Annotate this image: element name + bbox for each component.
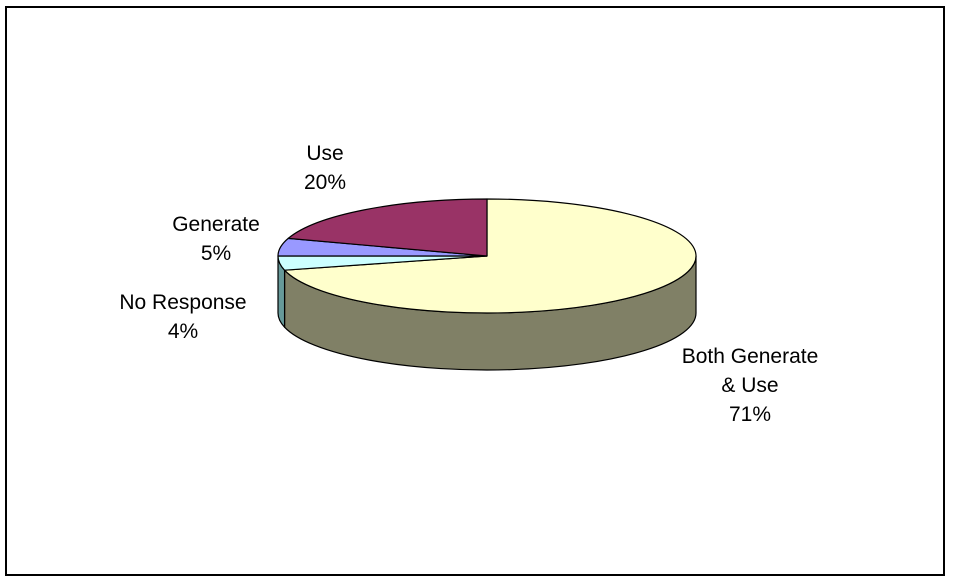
- chart-frame: Both Generate & Use 71% No Response 4% Genera…: [5, 6, 945, 576]
- slice-name-label: No Response: [119, 291, 246, 314]
- slice-percent-label: 5%: [201, 242, 231, 265]
- slice-label-use: Use 20%: [304, 142, 346, 194]
- pie-labels: Both Generate & Use 71% No Response 4% Genera…: [119, 142, 818, 426]
- pie-slice-use: [287, 198, 488, 257]
- slice-percent-label: 71%: [729, 403, 771, 426]
- pie-slice-both-generate-use: [283, 198, 697, 314]
- slice-label-generate: Generate 5%: [172, 213, 260, 265]
- slice-label-both-generate-use: Both Generate & Use 71%: [682, 345, 819, 426]
- slice-name-label: & Use: [721, 374, 778, 397]
- pie-chart: Both Generate & Use 71% No Response 4% Genera…: [119, 142, 818, 426]
- slice-name-label: Both Generate: [682, 345, 819, 368]
- slice-name-label: Generate: [172, 213, 260, 236]
- slice-name-label: Use: [306, 142, 343, 165]
- slice-percent-label: 20%: [304, 171, 346, 194]
- pie-slices: [277, 198, 697, 314]
- slice-label-no-response: No Response 4%: [119, 291, 246, 343]
- slice-percent-label: 4%: [168, 320, 198, 343]
